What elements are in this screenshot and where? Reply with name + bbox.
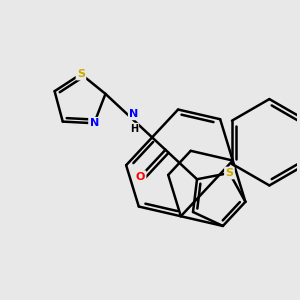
Text: N: N bbox=[129, 109, 139, 119]
Text: O: O bbox=[136, 172, 145, 182]
Text: N: N bbox=[89, 118, 99, 128]
Text: S: S bbox=[225, 168, 233, 178]
Text: H: H bbox=[130, 124, 138, 134]
Text: S: S bbox=[77, 69, 85, 79]
